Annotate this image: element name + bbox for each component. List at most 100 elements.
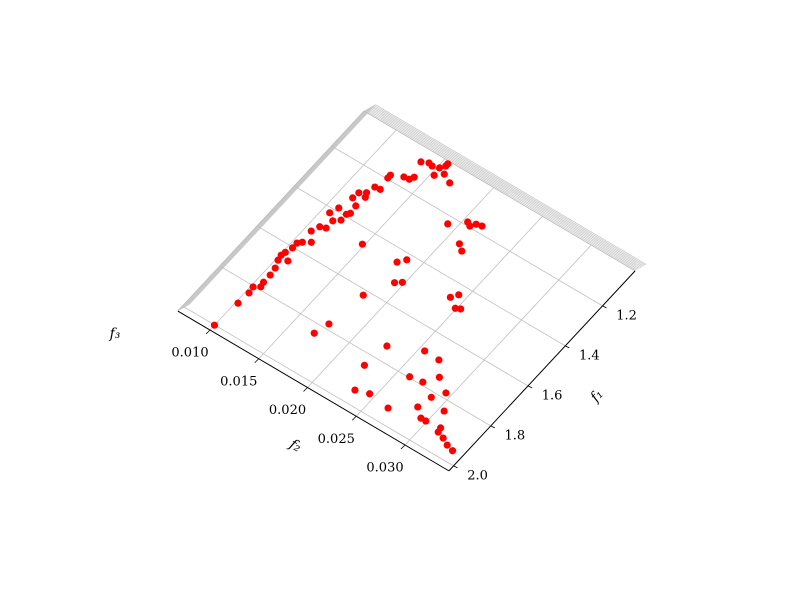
point <box>446 293 454 301</box>
point <box>457 305 465 313</box>
point <box>440 407 448 415</box>
point <box>352 202 360 210</box>
point <box>398 278 406 286</box>
wall-edge <box>181 108 369 309</box>
point <box>439 434 447 442</box>
point <box>371 183 379 191</box>
point <box>390 279 399 287</box>
axis-walls <box>177 104 647 312</box>
point <box>271 264 279 272</box>
point <box>293 239 301 247</box>
point <box>442 389 450 397</box>
x-tick <box>400 444 406 450</box>
point <box>472 220 480 228</box>
y-tick <box>453 465 458 469</box>
point <box>419 378 427 386</box>
points <box>210 158 486 455</box>
point <box>366 390 374 398</box>
grid-line <box>355 215 543 417</box>
point <box>400 173 408 181</box>
point <box>288 244 297 252</box>
grid-line <box>209 129 397 331</box>
point <box>259 278 268 286</box>
point <box>322 224 330 232</box>
wall-edge <box>184 106 372 308</box>
wall-edge <box>372 105 644 267</box>
wall-edge <box>178 109 366 311</box>
point <box>435 164 444 172</box>
x-tick-label: 0.015 <box>220 374 257 389</box>
point <box>298 238 306 246</box>
point <box>446 179 454 187</box>
grid-line <box>307 187 495 388</box>
wall-edge <box>183 107 370 309</box>
point <box>346 209 355 217</box>
x-tick-label: 0.025 <box>318 432 355 447</box>
x-tick-label: 0.020 <box>269 403 306 418</box>
wall-edge <box>185 105 373 307</box>
wall-edge <box>375 104 647 265</box>
point <box>393 258 401 266</box>
point <box>307 238 315 246</box>
floor-edge <box>177 110 365 312</box>
x-tick-label: 0.010 <box>171 346 208 361</box>
point <box>335 204 343 212</box>
point <box>376 185 384 193</box>
point <box>210 321 219 329</box>
y-tick <box>527 385 533 389</box>
point <box>434 428 442 436</box>
wall-edge <box>370 106 643 268</box>
point <box>384 404 392 412</box>
y-tick <box>490 425 495 429</box>
floor-edge <box>363 110 636 272</box>
y-tick <box>565 345 570 349</box>
point <box>245 289 253 297</box>
point <box>249 283 257 291</box>
grid-line <box>256 225 529 387</box>
point <box>355 189 363 197</box>
point <box>349 194 357 202</box>
point <box>234 299 242 307</box>
axes: 0.010 0.015 0.020 0.025 0.030 1.2 1.4 1.6 1.8 2.0… <box>109 270 637 483</box>
y-tick-label: 2.0 <box>467 468 488 483</box>
point <box>281 248 289 256</box>
point <box>266 271 274 279</box>
point <box>359 291 367 299</box>
point <box>435 373 443 381</box>
point <box>337 216 345 224</box>
wall-edge <box>369 107 641 269</box>
point <box>455 291 463 299</box>
z-axis-label: f₃ <box>109 326 121 342</box>
x-axis-line <box>177 310 450 472</box>
x-tick <box>254 358 260 364</box>
y-tick-label: 1.8 <box>504 428 525 443</box>
y-tick-label: 1.4 <box>579 348 600 363</box>
y-axis-label: f₁ <box>587 387 607 406</box>
grid <box>177 110 636 467</box>
wall-edge <box>368 108 640 269</box>
grid-line <box>182 305 454 467</box>
point <box>443 441 451 449</box>
point <box>444 160 452 168</box>
point <box>406 373 414 381</box>
point <box>466 222 474 230</box>
wall-edge <box>187 105 375 306</box>
point <box>458 247 466 255</box>
point <box>310 329 318 337</box>
point <box>326 209 334 217</box>
point <box>422 417 430 425</box>
point <box>451 304 459 312</box>
grid-line <box>219 265 491 427</box>
y-axis-line <box>448 270 636 472</box>
point <box>403 256 411 264</box>
wall-edge <box>373 105 646 266</box>
point <box>329 217 337 225</box>
grid-line <box>258 158 446 360</box>
y-tick-label: 1.2 <box>616 308 637 323</box>
point <box>307 227 315 235</box>
point <box>440 170 448 178</box>
y-tick <box>602 305 607 309</box>
x-tick <box>351 415 357 421</box>
point <box>351 386 359 394</box>
wall-edge <box>188 104 376 305</box>
